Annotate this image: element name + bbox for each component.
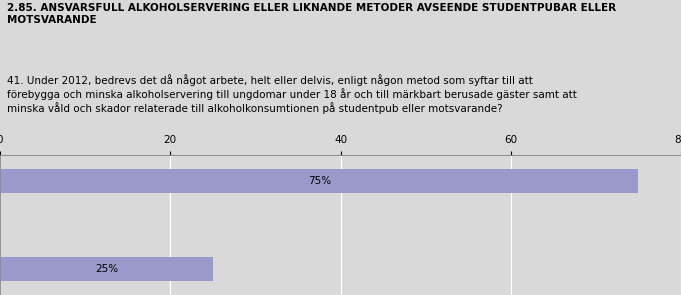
Text: 41. Under 2012, bedrevs det då något arbete, helt eller delvis, enligt någon met: 41. Under 2012, bedrevs det då något arb…: [7, 74, 577, 114]
Bar: [0, 169, 639, 193]
Text: 25%: 25%: [95, 264, 118, 274]
Text: 2.85. ANSVARSFULL ALKOHOLSERVERING ELLER LIKNANDE METODER AVSEENDE STUDENTPUBAR : 2.85. ANSVARSFULL ALKOHOLSERVERING ELLER…: [7, 3, 616, 25]
Text: 75%: 75%: [308, 176, 331, 186]
Bar: [0, 257, 212, 281]
